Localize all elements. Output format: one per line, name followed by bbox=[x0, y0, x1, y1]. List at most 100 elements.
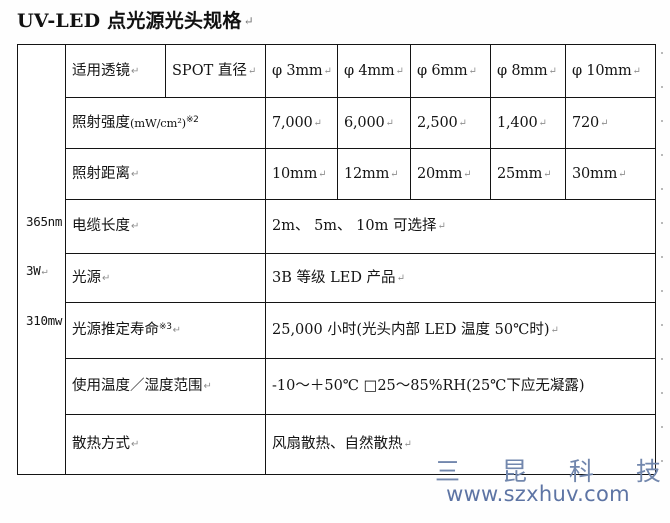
cell-text: 2m、 5m、 10m 可选择 bbox=[272, 218, 437, 235]
row-label-temp-humidity: 使用温度／湿度范围↵ bbox=[65, 358, 266, 415]
cell-text: 25mm bbox=[497, 165, 543, 182]
cell-text: φ 4mm bbox=[344, 62, 395, 79]
specification-table: 365nm 3W↵ 310mw 适用透镜↵ SPOT 直径↵ φ 3mm↵ φ … bbox=[17, 44, 656, 475]
band-line-wavelength: 365nm bbox=[26, 214, 63, 229]
row-label-heat-dissipation-text: 散热方式 bbox=[72, 436, 130, 453]
pilcrow-mark: ↵ bbox=[131, 221, 140, 233]
band-line-optical-power: 310mw bbox=[26, 313, 63, 328]
irradiance-3mm: 7,000↵ bbox=[265, 97, 338, 149]
row-label-heat-dissipation: 散热方式↵ bbox=[65, 414, 266, 475]
wavelength-power-stack: 365nm 3W↵ 310mw bbox=[24, 46, 63, 474]
pilcrow-mark: ↵ bbox=[403, 439, 412, 451]
table-row: 365nm 3W↵ 310mw 适用透镜↵ SPOT 直径↵ φ 3mm↵ φ … bbox=[17, 44, 656, 475]
pilcrow-mark: ↵ bbox=[203, 381, 212, 393]
cell-text: φ 6mm bbox=[417, 62, 468, 79]
cell-text: φ 3mm bbox=[272, 62, 323, 79]
row-label-cable-length-text: 电缆长度 bbox=[72, 218, 130, 235]
pilcrow-mark: ↵ bbox=[385, 117, 394, 129]
pilcrow-mark: ↵ bbox=[548, 65, 557, 77]
pilcrow-mark: ↵ bbox=[243, 14, 254, 28]
pilcrow-mark: ↵ bbox=[131, 65, 140, 77]
spot-diameter-4mm: φ 4mm↵ bbox=[337, 44, 411, 98]
cell-text: 1,400 bbox=[497, 114, 538, 131]
irradiance-10mm: 720↵ bbox=[565, 97, 656, 149]
row-label-estimated-life-note: ※3 bbox=[159, 322, 172, 333]
irradiance-8mm: 1,400↵ bbox=[490, 97, 566, 149]
row-label-distance: 照射距离↵ bbox=[65, 148, 266, 200]
pilcrow-mark: ↵ bbox=[323, 65, 332, 77]
pilcrow-mark: ↵ bbox=[600, 117, 609, 129]
row-label-temp-humidity-text: 使用温度／湿度范围 bbox=[72, 378, 203, 395]
heat-dissipation-value: 风扇散热、自然散热↵ bbox=[265, 414, 656, 475]
distance-6mm: 20mm↵ bbox=[410, 148, 491, 200]
cell-text: 6,000 bbox=[344, 114, 385, 131]
row-label-distance-text: 照射距离 bbox=[72, 165, 130, 182]
band-line-power-text: 3W bbox=[26, 263, 41, 278]
pilcrow-mark: ↵ bbox=[468, 65, 477, 77]
cell-text: φ 8mm bbox=[497, 62, 548, 79]
pilcrow-mark: ↵ bbox=[41, 266, 48, 277]
row-label-light-source: 光源↵ bbox=[65, 253, 266, 303]
pilcrow-mark: ↵ bbox=[396, 272, 405, 284]
row-label-lens-text: 适用透镜 bbox=[72, 62, 130, 79]
distance-10mm: 30mm↵ bbox=[565, 148, 656, 200]
cell-text: 2,500 bbox=[417, 114, 458, 131]
cell-text: 12mm bbox=[344, 165, 390, 182]
cell-text: -10～＋50℃ □25～85%RH(25℃下应无凝露) bbox=[272, 378, 585, 395]
pilcrow-mark: ↵ bbox=[458, 117, 467, 129]
row-label-irradiance-note: ※2 bbox=[185, 114, 199, 125]
irradiance-4mm: 6,000↵ bbox=[337, 97, 411, 149]
estimated-life-value: 25,000 小时(光头内部 LED 温度 50℃时)↵ bbox=[265, 302, 656, 359]
page-title-text: UV-LED 点光源光头规格 bbox=[17, 10, 242, 32]
pilcrow-mark: ↵ bbox=[543, 168, 552, 180]
spot-diameter-8mm: φ 8mm↵ bbox=[490, 44, 566, 98]
pilcrow-mark: ↵ bbox=[550, 325, 559, 337]
row-label-light-source-text: 光源 bbox=[72, 269, 101, 286]
table-row: 使用温度／湿度范围↵ -10～＋50℃ □25～85%RH(25℃下应无凝露) bbox=[18, 358, 656, 415]
cell-text: 3B 等级 LED 产品 bbox=[272, 269, 396, 286]
distance-8mm: 25mm↵ bbox=[490, 148, 566, 200]
cell-text: φ 10mm bbox=[572, 62, 632, 79]
table-row: 照射距离↵ 10mm↵ 12mm↵ 20mm↵ 25mm↵ 30mm↵ bbox=[18, 148, 656, 200]
row-label-irradiance: 照射强度(mW/cm²)※2 bbox=[65, 97, 266, 149]
pilcrow-mark: ↵ bbox=[131, 168, 140, 180]
cell-text: 30mm bbox=[572, 165, 618, 182]
table-row: 照射强度(mW/cm²)※2 7,000↵ 6,000↵ 2,500↵ 1,40… bbox=[18, 97, 656, 149]
distance-4mm: 12mm↵ bbox=[337, 148, 411, 200]
pilcrow-mark: ↵ bbox=[390, 168, 399, 180]
table-row: 光源↵ 3B 等级 LED 产品↵ bbox=[18, 253, 656, 303]
row-label-cable-length: 电缆长度↵ bbox=[65, 199, 266, 254]
row-label-lens: 适用透镜↵ bbox=[65, 44, 166, 98]
pilcrow-mark: ↵ bbox=[618, 168, 627, 180]
pilcrow-mark: ↵ bbox=[172, 325, 182, 337]
cell-text: 25,000 小时(光头内部 LED 温度 50℃时) bbox=[272, 322, 550, 339]
spot-diameter-3mm: φ 3mm↵ bbox=[265, 44, 338, 98]
pilcrow-mark: ↵ bbox=[463, 168, 472, 180]
light-source-value: 3B 等级 LED 产品↵ bbox=[265, 253, 656, 303]
row-label-spot-diameter-text: SPOT 直径 bbox=[172, 62, 247, 79]
row-label-estimated-life-text: 光源推定寿命 bbox=[72, 322, 159, 339]
cell-text: 20mm bbox=[417, 165, 463, 182]
irradiance-6mm: 2,500↵ bbox=[410, 97, 491, 149]
cable-length-value: 2m、 5m、 10m 可选择↵ bbox=[265, 199, 656, 254]
row-label-irradiance-unit: (mW/cm²) bbox=[130, 115, 186, 130]
wavelength-power-cell: 365nm 3W↵ 310mw bbox=[17, 44, 66, 475]
table-row: 光源推定寿命※3↵ 25,000 小时(光头内部 LED 温度 50℃时)↵ bbox=[18, 302, 656, 359]
watermark-url: www.szxhuv.com bbox=[446, 482, 630, 507]
pilcrow-mark: ↵ bbox=[247, 65, 257, 77]
spot-diameter-6mm: φ 6mm↵ bbox=[410, 44, 491, 98]
table-row: 电缆长度↵ 2m、 5m、 10m 可选择↵ bbox=[18, 199, 656, 254]
pilcrow-mark: ↵ bbox=[313, 117, 322, 129]
cell-text: 风扇散热、自然散热 bbox=[272, 436, 403, 453]
row-label-estimated-life: 光源推定寿命※3↵ bbox=[65, 302, 266, 359]
pilcrow-mark: ↵ bbox=[102, 272, 111, 284]
band-line-power: 3W↵ bbox=[26, 263, 48, 278]
cell-text: 7,000 bbox=[272, 114, 313, 131]
pilcrow-mark: ↵ bbox=[632, 65, 641, 77]
row-label-irradiance-text: 照射强度 bbox=[72, 114, 130, 131]
pilcrow-mark: ↵ bbox=[437, 221, 446, 233]
cell-text: 720 bbox=[572, 114, 600, 131]
distance-3mm: 10mm↵ bbox=[265, 148, 338, 200]
page-title: UV-LED 点光源光头规格 ↵ bbox=[17, 6, 254, 33]
